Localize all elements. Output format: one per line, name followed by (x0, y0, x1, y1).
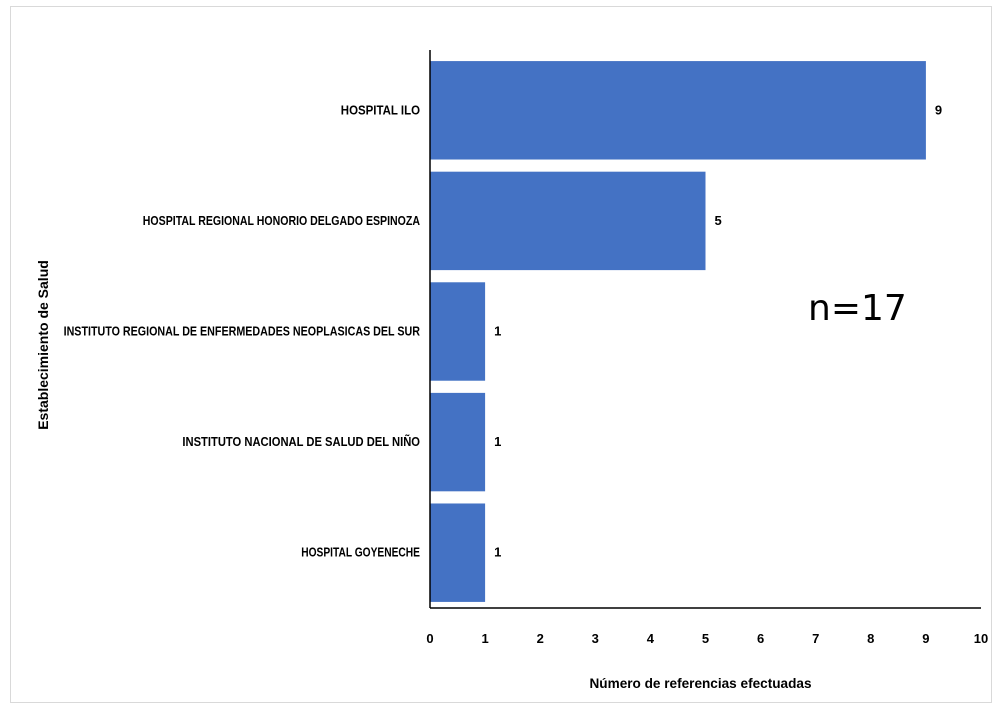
sample-size-annotation: n=17 (808, 288, 907, 329)
x-tick-label: 10 (974, 631, 988, 646)
category-label: HOSPITAL GOYENECHE (301, 545, 420, 560)
category-label: INSTITUTO NACIONAL DE SALUD DEL NIÑO (182, 434, 420, 449)
x-axis-title: Número de referencias efectuadas (590, 675, 812, 691)
x-tick-label: 8 (867, 631, 874, 646)
x-tick-label: 7 (812, 631, 819, 646)
category-labels: HOSPITAL ILO HOSPITAL REGIONAL HONORIO DE… (64, 102, 421, 559)
y-axis-title: Establecimiento de Salud (35, 260, 51, 430)
x-tick-label: 5 (702, 631, 709, 646)
x-tick-label: 9 (922, 631, 929, 646)
bar (430, 503, 486, 602)
data-label: 5 (715, 213, 722, 228)
data-label: 1 (494, 545, 501, 560)
data-labels: 9 5 1 1 1 (494, 102, 942, 559)
category-label: INSTITUTO REGIONAL DE ENFERMEDADES NEOPL… (64, 324, 421, 339)
x-tick-label: 4 (647, 631, 655, 646)
category-label: HOSPITAL ILO (341, 102, 420, 117)
bars-group (430, 61, 926, 602)
x-tick-labels: 0 1 2 3 4 5 6 7 8 9 10 (426, 631, 988, 646)
bar (430, 282, 486, 381)
x-tick-label: 0 (426, 631, 433, 646)
x-tick-label: 1 (481, 631, 488, 646)
x-tick-label: 6 (757, 631, 764, 646)
bar (430, 61, 926, 160)
data-label: 1 (494, 324, 501, 339)
data-label: 9 (935, 102, 942, 117)
bar (430, 392, 486, 492)
x-tick-label: 2 (537, 631, 544, 646)
x-tick-label: 3 (592, 631, 599, 646)
bar (430, 171, 706, 271)
category-label: HOSPITAL REGIONAL HONORIO DELGADO ESPINO… (143, 213, 421, 228)
data-label: 1 (494, 434, 501, 449)
